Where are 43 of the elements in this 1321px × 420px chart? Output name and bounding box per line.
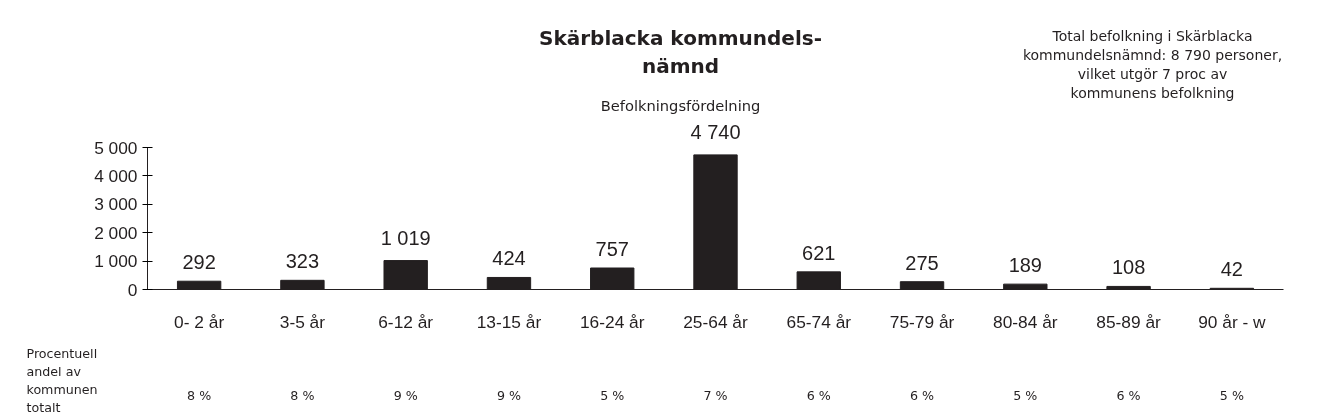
text: 9 % <box>393 388 418 403</box>
x-tick-label: 65-74 år <box>786 311 852 332</box>
data-label: 621 <box>802 241 836 264</box>
x-tick-label: 85-89 år <box>1096 311 1162 332</box>
text: 8 % <box>187 388 212 403</box>
data-label: 424 <box>492 247 526 270</box>
data-label: 757 <box>595 238 629 260</box>
data-label: 323 <box>285 250 320 273</box>
text: 7 % <box>703 388 728 403</box>
y-tick-label: 3 000 <box>94 194 138 215</box>
data-label: 275 <box>905 251 939 274</box>
text: 6 % <box>909 388 935 403</box>
text: Total befolkning i Skärblacka kommundelsnämnd: 8 790 personer, vilket utgör 7 proc av kommunens befolkning <box>1022 27 1283 102</box>
x-tick-label: 6-12 år <box>378 311 434 332</box>
y-tick-label: 1 000 <box>94 251 138 272</box>
x-tick-label: 16-24 år <box>579 311 645 332</box>
text: 5 % <box>600 388 625 403</box>
data-label: 42 <box>1220 258 1243 281</box>
text: 6 % <box>1116 388 1141 403</box>
text: 6 % <box>806 388 831 403</box>
x-tick-label: 90 år - w <box>1198 311 1267 332</box>
data-label: 292 <box>182 251 216 274</box>
x-tick-label: 13-15 år <box>476 311 542 332</box>
data-label: 189 <box>1008 254 1043 277</box>
x-tick-label: 0- 2 år <box>174 311 225 332</box>
chart-title: Skärblacka kommundels- nämnd <box>539 25 822 79</box>
data-label: 4 740 <box>690 120 741 143</box>
text: 9 % <box>496 388 522 403</box>
y-tick-label: 2 000 <box>94 222 138 243</box>
x-tick-label: 75-79 år <box>889 311 955 332</box>
text: 8 % <box>290 388 315 403</box>
x-tick-label: 3-5 år <box>279 311 326 332</box>
y-tick-label: 5 000 <box>94 137 138 158</box>
chart-subtitle: Befolkningsfördelning <box>600 96 761 114</box>
data-label: 1 019 <box>380 226 431 249</box>
x-tick-label: 80-84 år <box>993 311 1058 332</box>
text: Procentuell andel av kommunen totalt <box>26 345 98 415</box>
text: 5 % <box>1013 388 1038 403</box>
data-label: 108 <box>1111 256 1146 279</box>
text: 5 % <box>1219 388 1244 403</box>
x-tick-label: 25-64 år <box>683 311 748 332</box>
y-tick-label: 4 000 <box>94 165 138 186</box>
y-tick-label: 0 <box>127 279 138 300</box>
